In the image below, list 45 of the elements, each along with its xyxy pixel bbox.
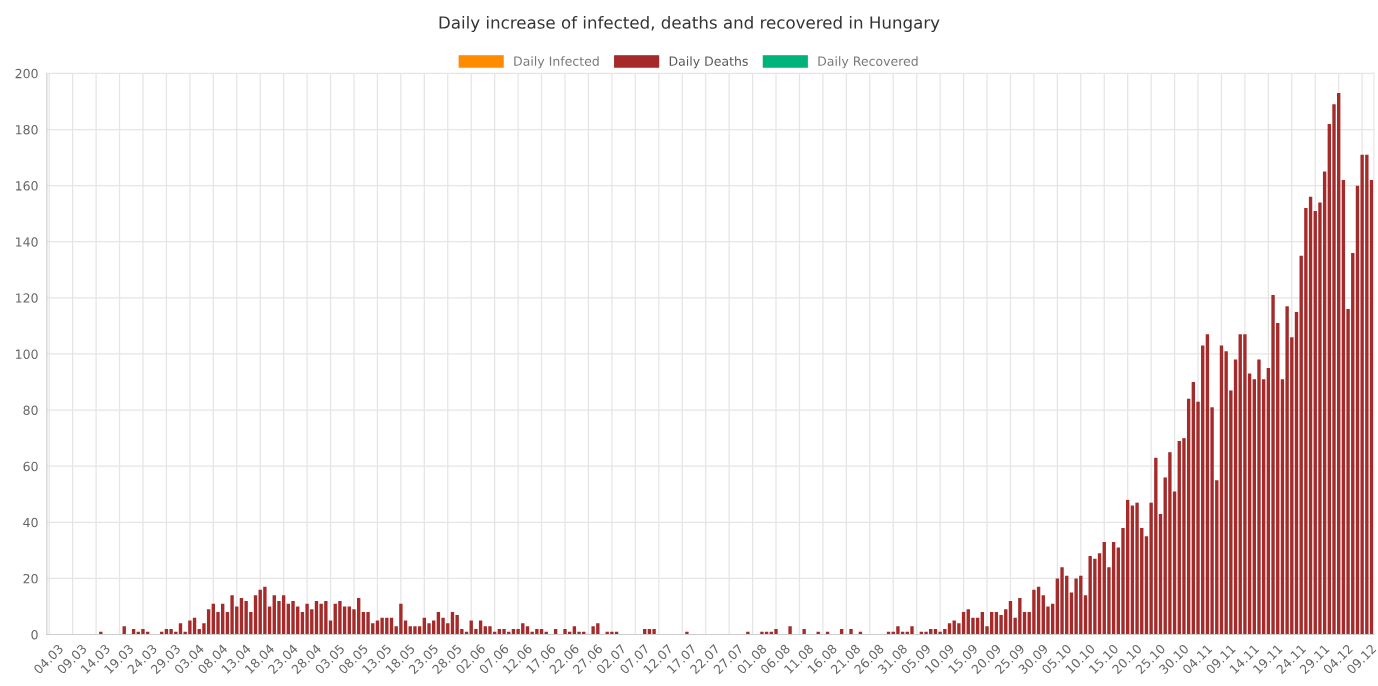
bar	[1168, 452, 1172, 635]
bar	[1257, 359, 1261, 635]
bar	[1074, 578, 1078, 635]
y-tick-label: 20	[23, 573, 38, 584]
bar	[366, 612, 370, 635]
y-tick-label: 140	[16, 237, 38, 247]
y-tick-label: 160	[16, 181, 38, 191]
bar	[1271, 295, 1275, 635]
y-tick-label: 200	[15, 68, 38, 79]
chart-title: Daily increase of infected, deaths and recovered in Hungary	[439, 15, 940, 33]
bar	[488, 626, 492, 635]
y-tick-label: 40	[23, 517, 38, 528]
y-tick-label: 180	[16, 124, 38, 135]
bar	[141, 628, 145, 635]
bar	[338, 600, 342, 635]
y-tick-label: 60	[23, 461, 38, 472]
bar	[399, 603, 403, 635]
bar	[1032, 589, 1036, 635]
bar	[563, 628, 567, 635]
bar	[802, 628, 806, 635]
y-tick-label: 0	[31, 630, 38, 640]
bar	[788, 626, 792, 635]
bar	[291, 600, 295, 635]
bar	[1060, 567, 1064, 635]
bar	[910, 626, 914, 635]
bar	[774, 628, 778, 635]
bar	[1243, 334, 1247, 635]
bar	[380, 617, 384, 635]
bar	[1285, 306, 1289, 635]
bar	[230, 595, 234, 635]
bar	[849, 628, 853, 635]
bar	[1135, 502, 1139, 635]
y-tick-label: 80	[23, 405, 38, 416]
bar	[896, 626, 900, 635]
y-tick-label: 120	[16, 293, 38, 303]
legend-label: Daily Infected	[514, 56, 599, 69]
y-tick-label: 100	[16, 349, 38, 359]
bar	[413, 626, 417, 635]
bar	[502, 628, 506, 635]
bar	[305, 603, 309, 635]
legend-label: Daily Deaths	[669, 56, 748, 69]
legend-label: Daily Recovered	[818, 56, 918, 69]
bar	[652, 628, 656, 635]
bar	[263, 586, 267, 635]
bar	[169, 628, 173, 635]
